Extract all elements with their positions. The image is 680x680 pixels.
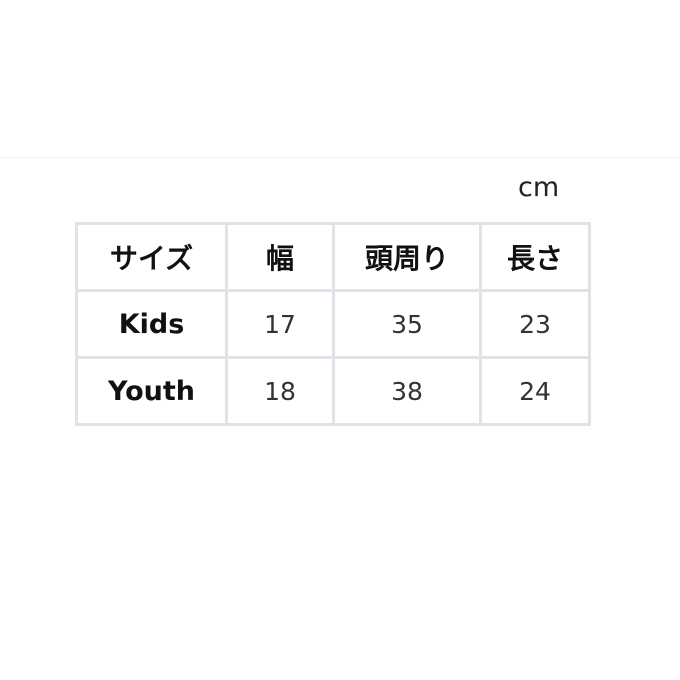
header-head-circumference: 頭周り bbox=[332, 222, 482, 292]
size-cell: Youth bbox=[75, 356, 228, 426]
table-row: Youth 18 38 24 bbox=[75, 356, 591, 426]
length-cell: 23 bbox=[479, 289, 591, 359]
header-row: サイズ 幅 頭周り 長さ bbox=[75, 222, 591, 292]
header-length: 長さ bbox=[479, 222, 591, 292]
width-cell: 17 bbox=[225, 289, 335, 359]
table-row: Kids 17 35 23 bbox=[75, 289, 591, 359]
width-cell: 18 bbox=[225, 356, 335, 426]
size-cell: Kids bbox=[75, 289, 228, 359]
length-cell: 24 bbox=[479, 356, 591, 426]
divider bbox=[0, 157, 680, 158]
head-circumference-cell: 35 bbox=[332, 289, 482, 359]
size-table: サイズ 幅 頭周り 長さ Kids 17 35 23 Youth 18 38 2… bbox=[75, 222, 591, 426]
unit-label: cm bbox=[518, 172, 560, 203]
header-size: サイズ bbox=[75, 222, 228, 292]
header-width: 幅 bbox=[225, 222, 335, 292]
head-circumference-cell: 38 bbox=[332, 356, 482, 426]
